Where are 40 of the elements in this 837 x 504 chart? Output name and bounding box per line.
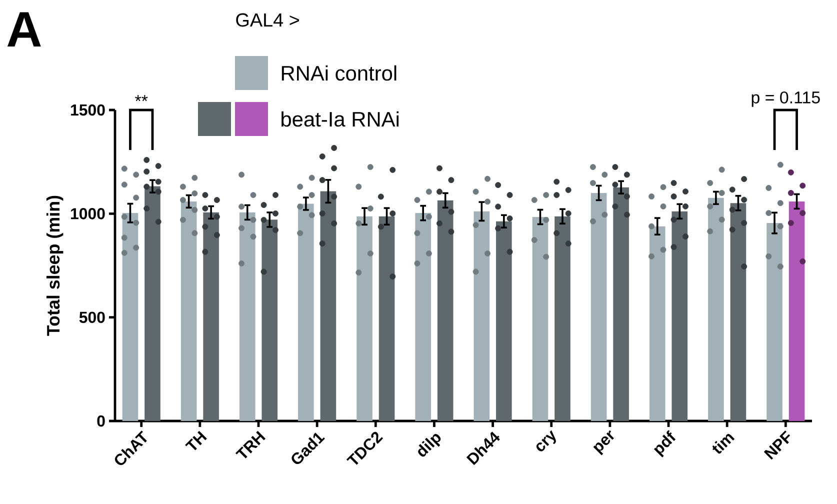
y-tick-label: 500 xyxy=(79,312,105,323)
bar xyxy=(730,203,746,422)
bar xyxy=(320,191,336,422)
bar xyxy=(672,211,688,422)
bar xyxy=(590,192,607,422)
y-tick-label: 1500 xyxy=(71,104,105,116)
x-tick-label: cry xyxy=(536,430,556,452)
bar xyxy=(474,211,490,422)
bar xyxy=(415,213,431,422)
text: p = 0.115 xyxy=(752,91,820,107)
bar xyxy=(496,221,512,422)
bar xyxy=(262,220,278,422)
x-tick-label: TH xyxy=(185,430,207,450)
x-tick-label: dilp xyxy=(418,434,441,457)
x-tick-label: per xyxy=(593,430,614,456)
y-axis-title: Total sleep (min) xyxy=(46,196,64,336)
bar xyxy=(203,212,219,422)
bar xyxy=(144,186,160,422)
bar xyxy=(554,216,570,422)
bar xyxy=(788,201,805,422)
text: ** xyxy=(135,95,148,102)
y-tick-label: 0 xyxy=(97,415,105,427)
x-tick-label: tim xyxy=(712,434,735,454)
bar xyxy=(122,213,138,422)
text: A xyxy=(7,12,41,46)
legend-label: RNAi control xyxy=(282,65,396,81)
bar xyxy=(649,226,666,422)
bar xyxy=(180,201,197,422)
bar xyxy=(239,212,256,422)
y-tick-label: 1000 xyxy=(71,208,105,220)
bar xyxy=(356,216,372,422)
bar xyxy=(378,216,395,422)
bar xyxy=(708,198,724,422)
bar xyxy=(613,187,629,422)
legend-title: GAL4 > xyxy=(236,13,299,27)
bar xyxy=(437,200,454,422)
bar xyxy=(532,216,548,422)
legend-label: beat-Ia RNAi xyxy=(282,111,399,127)
bar xyxy=(298,204,314,422)
bar xyxy=(766,223,782,422)
